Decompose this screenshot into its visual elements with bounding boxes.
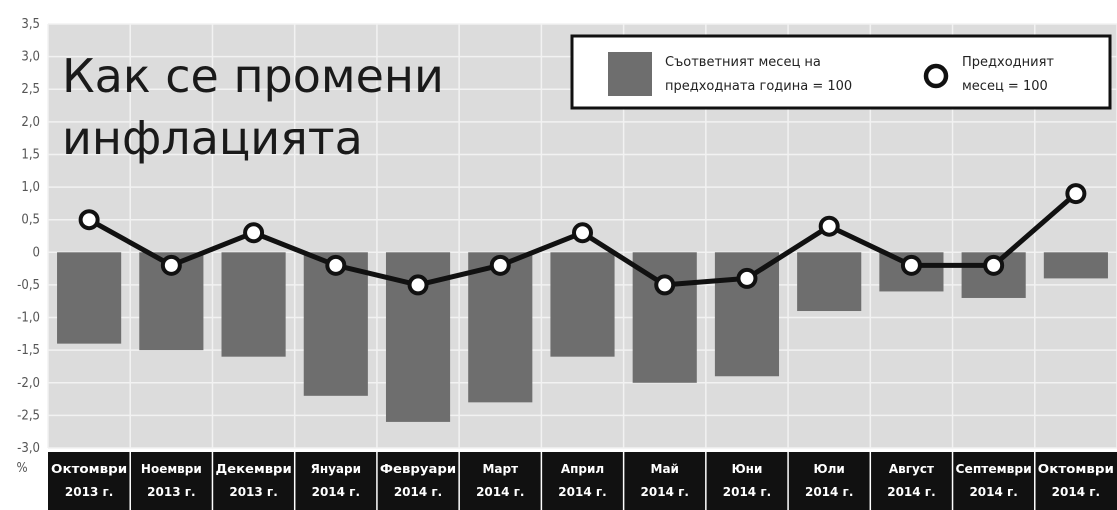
x-tick-label-month: Януари [311,462,361,476]
y-tick-label: -2,0 [17,376,40,391]
x-tick-label-month: Март [482,462,518,476]
line-point [736,267,758,289]
y-tick-label: 2,5 [21,82,40,97]
legend: Съответният месец на предходната година =… [570,34,1112,110]
line-point [78,209,100,231]
line-point [1065,183,1087,205]
line-point [900,254,922,276]
chart-title-line: Как се промени [62,49,444,103]
line-point [983,254,1005,276]
y-tick-label: 3,0 [21,50,40,65]
y-tick-label: 1,5 [21,147,40,162]
legend-bar-swatch [608,52,652,96]
legend-bar-label: Съответният месец на [665,55,821,70]
legend-line-label: Предходният [962,55,1054,70]
x-tick-label-year: 2013 г. [65,485,113,499]
x-tick-label-month: Октомври [1038,462,1114,476]
x-tick-label-year: 2014 г. [558,485,606,499]
x-tick-label-month: Април [561,462,604,476]
y-tick-label: -3,0 [17,441,40,456]
x-tick-label-month: Ноември [141,462,202,476]
bar [550,252,615,357]
x-tick-label-month: Февруари [380,462,456,476]
bar [797,252,862,312]
bar [57,252,122,344]
bar [468,252,533,403]
x-tick-label-month: Юни [732,462,763,476]
bar [303,252,368,396]
x-tick-label-month: Август [889,462,934,476]
line-point [243,222,265,244]
legend-bar-label: предходната година = 100 [665,79,852,94]
legend-box [570,34,1112,110]
bar [221,252,286,357]
x-tick-label-year: 2014 г. [394,485,442,499]
line-point [654,274,676,296]
y-tick-label: 3,5 [21,17,40,32]
line-point [160,254,182,276]
y-tick-label: 0,5 [21,213,40,228]
x-tick-label-month: Май [651,462,679,476]
y-tick-label: -1,5 [17,343,40,358]
x-tick-label-year: 2014 г. [476,485,524,499]
line-point [572,222,593,244]
line-point [407,274,429,296]
bar [1043,252,1108,279]
x-tick-label-year: 2014 г. [1052,485,1100,499]
x-tick-label-month: Октомври [51,462,127,476]
x-tick-label-month: Декември [215,462,291,476]
x-tick-label-year: 2014 г. [969,485,1017,499]
x-tick-label-year: 2014 г. [641,485,689,499]
chart-title-line: инфлацията [62,111,363,165]
line-series [78,183,1087,296]
x-tick-label-year: 2014 г. [312,485,360,499]
x-axis: Октомври 2013 г. Ноември 2013 г. Декември 201… [48,452,1117,510]
legend-line-label: месец = 100 [962,79,1048,94]
x-tick-label-year: 2013 г. [147,485,195,499]
chart-title: Как се промени инфлацията [62,49,444,165]
line-point [818,215,840,237]
y-tick-label: 2,0 [21,115,40,130]
x-tick-label-year: 2014 г. [723,485,771,499]
x-tick-label-month: Юли [814,462,845,476]
y-tick-label: -0,5 [17,278,40,293]
y-tick-label: 0 [33,245,40,260]
bar-series [57,252,1108,422]
legend-line-marker [923,63,949,89]
y-tick-label: -1,0 [17,311,40,326]
x-tick-label-year: 2014 г. [887,485,935,499]
y-axis-unit: % [16,461,27,476]
y-axis: 3,5 3,0 2,5 2,0 1,5 1,0 0,5 0 -0,5 -1,0 -1,5 -2,0 -2… [16,17,40,476]
x-tick-label-month: Септември [956,462,1032,476]
category-band [48,452,1117,510]
gridlines [47,23,1117,449]
x-tick-label-year: 2013 г. [229,485,277,499]
y-tick-label: 1,0 [21,180,40,195]
y-tick-label: -2,5 [17,408,40,423]
x-tick-label-year: 2014 г. [805,485,853,499]
line-point [325,254,347,276]
line-point [489,254,511,276]
